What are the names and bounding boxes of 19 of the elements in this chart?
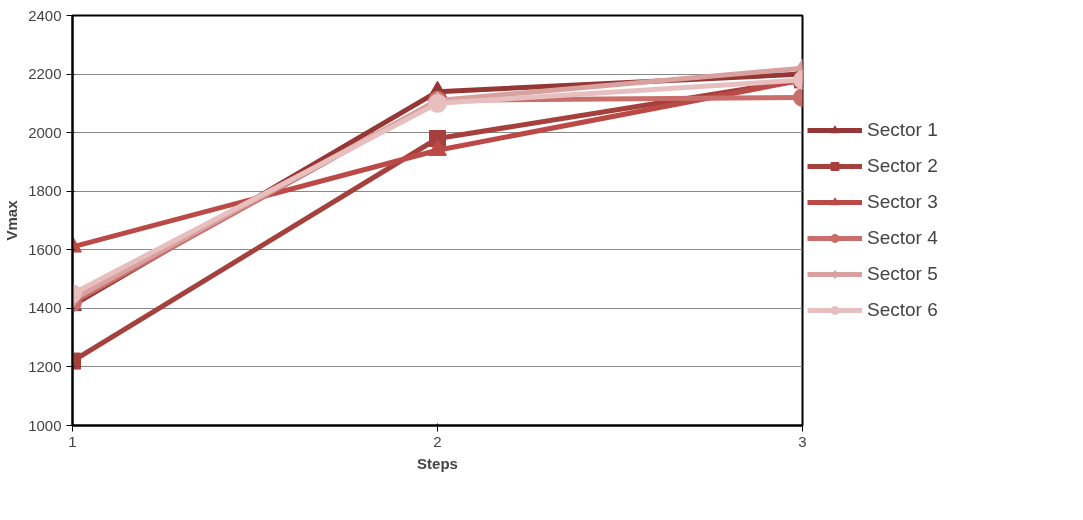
legend-label: Sector 5 <box>867 263 938 285</box>
y-tick-label: 1600 <box>28 240 62 258</box>
legend-label: Sector 4 <box>867 227 938 249</box>
y-tick-label: 1400 <box>28 299 62 317</box>
y-axis-title: Vmax <box>3 199 21 241</box>
y-tick-label: 1800 <box>28 182 62 200</box>
y-tick-label: 1200 <box>28 357 62 375</box>
legend-label: Sector 6 <box>867 299 938 321</box>
x-tick-label: 3 <box>798 432 807 450</box>
legend-label: Sector 1 <box>867 119 938 141</box>
legend-label: Sector 2 <box>867 155 938 177</box>
y-tick-label: 2200 <box>28 65 62 83</box>
y-tick-label: 2000 <box>28 123 62 141</box>
legend-label: Sector 3 <box>867 191 938 213</box>
x-tick-label: 1 <box>68 432 77 450</box>
x-tick-label: 2 <box>433 432 442 450</box>
y-tick-label: 2400 <box>28 6 62 24</box>
y-tick-label: 1000 <box>28 416 62 434</box>
x-axis-title: Steps <box>417 454 458 472</box>
